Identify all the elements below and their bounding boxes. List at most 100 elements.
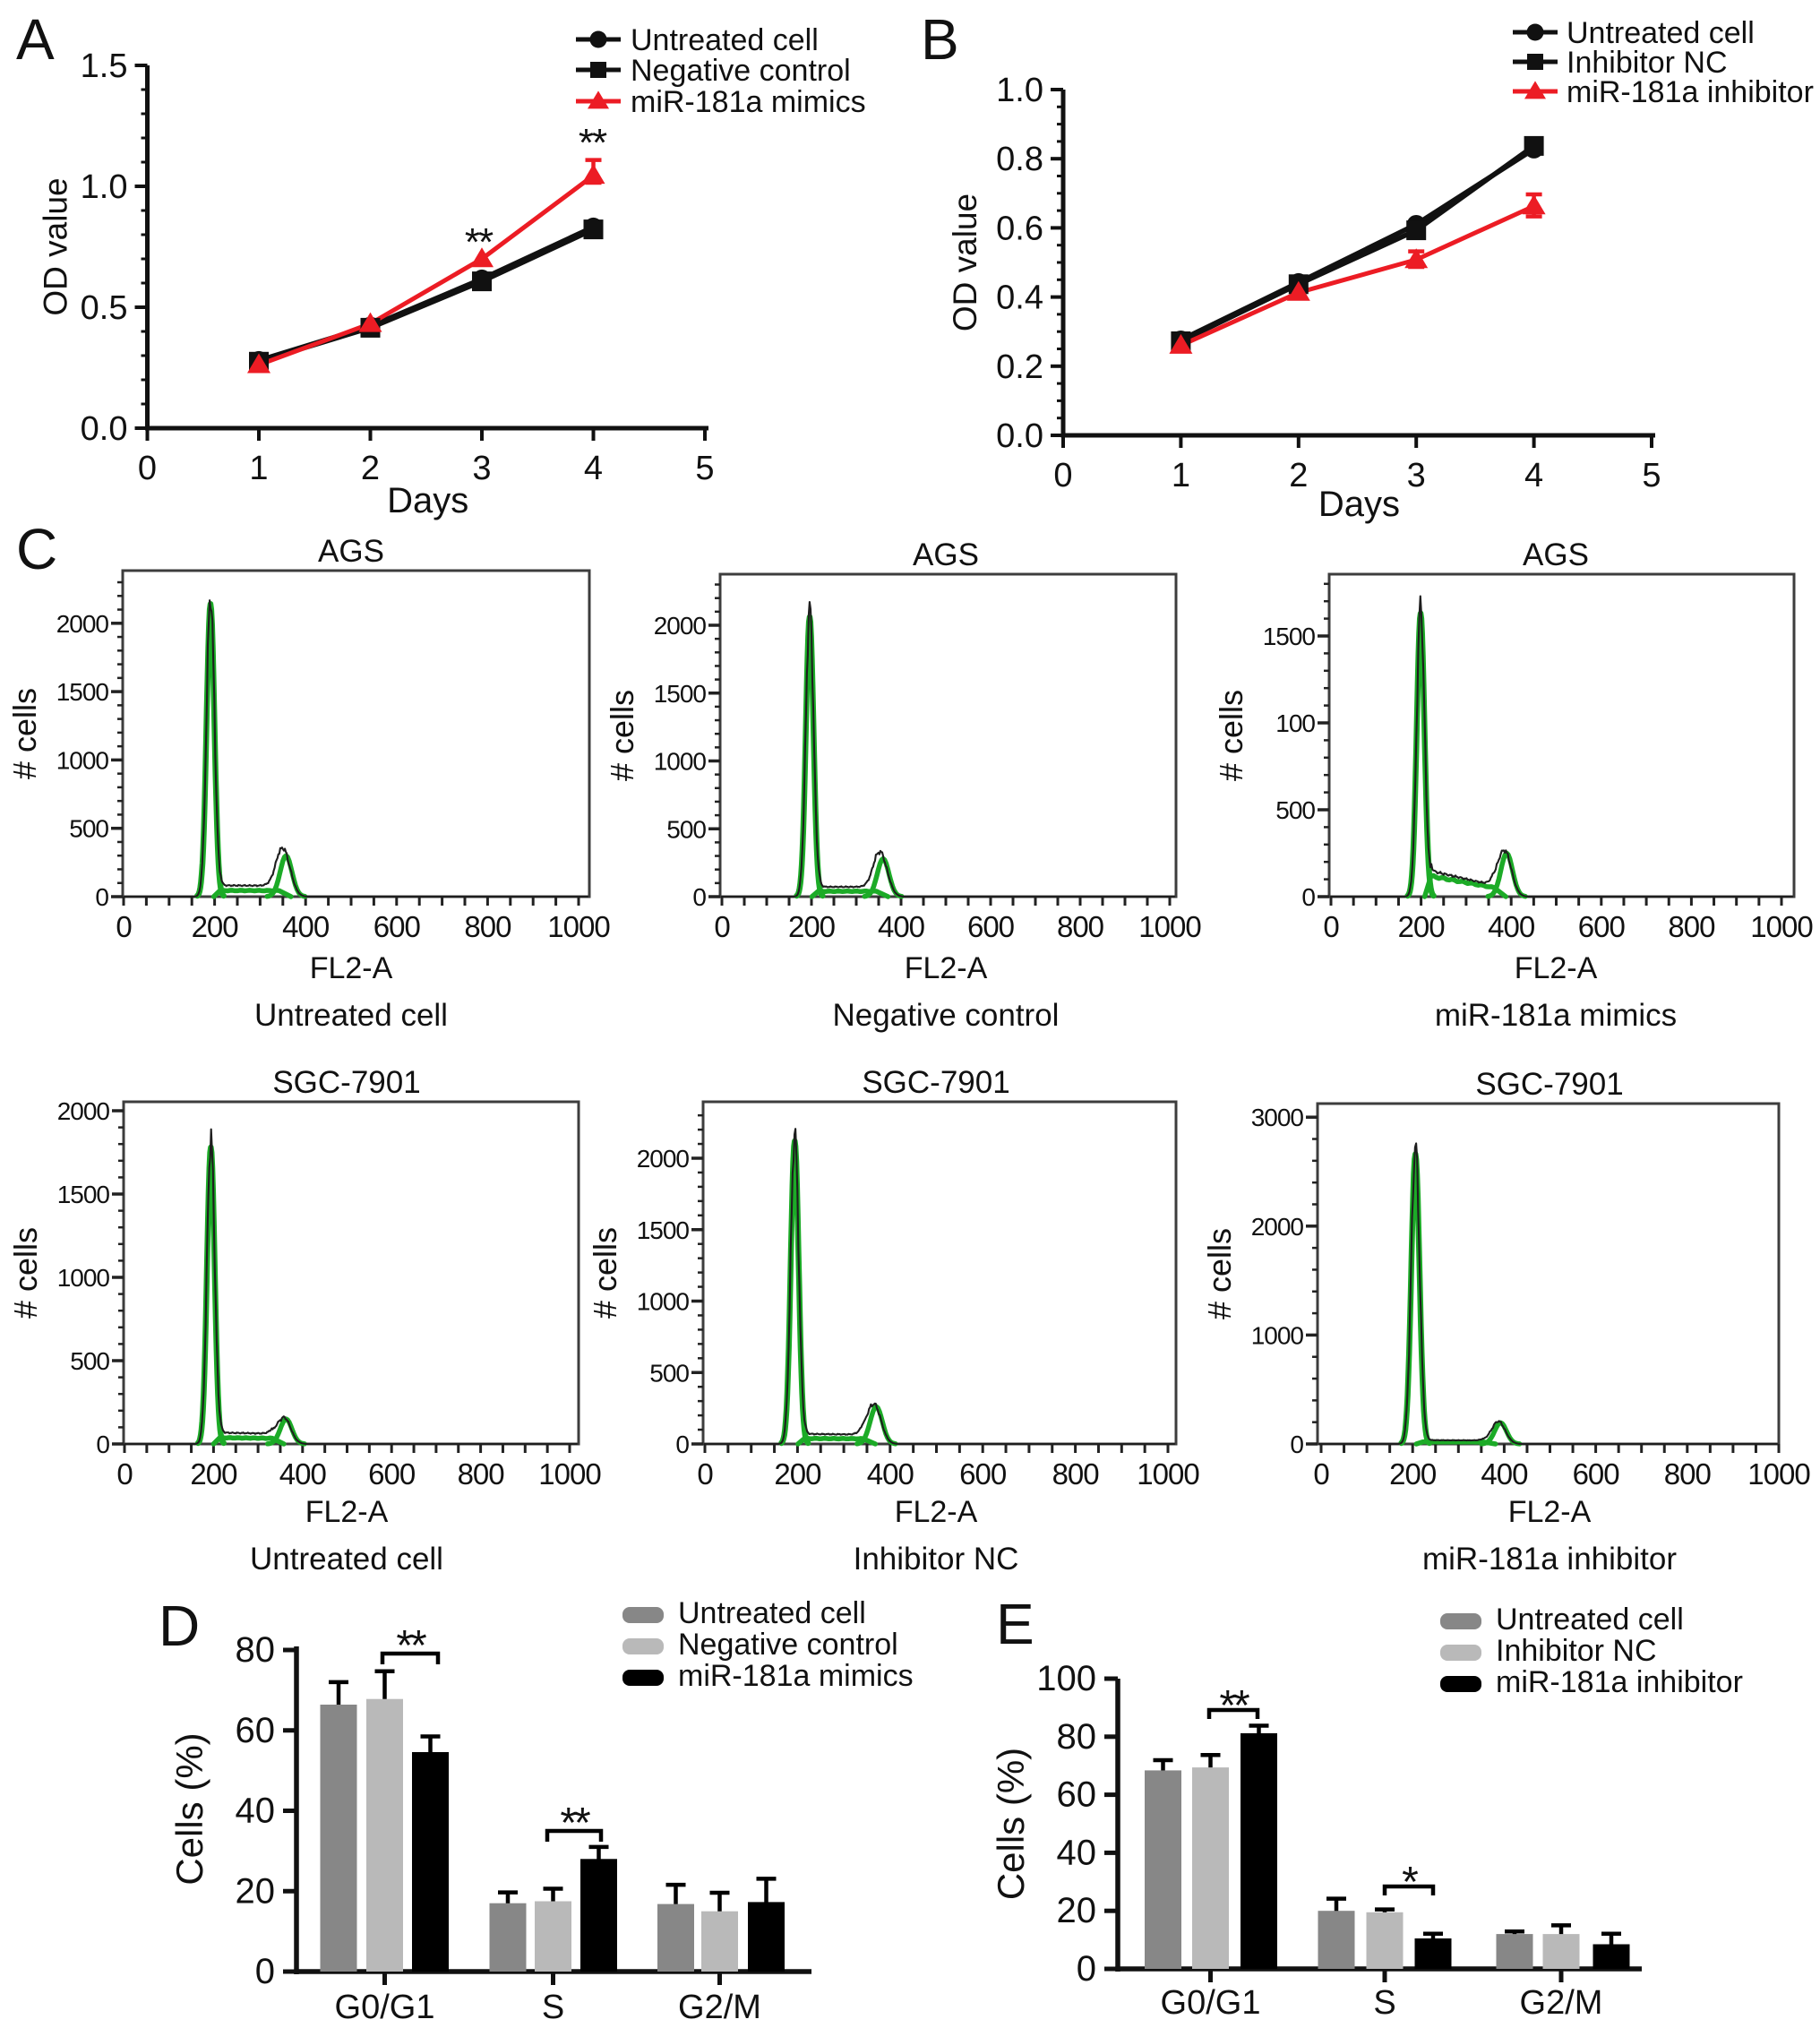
svg-text:500: 500 (649, 1359, 689, 1387)
svg-text:miR-181a inhibitor: miR-181a inhibitor (1422, 1542, 1677, 1577)
svg-text:FL2-A: FL2-A (895, 1495, 978, 1529)
svg-text:FL2-A: FL2-A (1515, 951, 1598, 985)
svg-text:400: 400 (1481, 1457, 1528, 1491)
svg-text:1000: 1000 (637, 1288, 690, 1316)
svg-text:AGS: AGS (913, 537, 979, 572)
svg-text:0: 0 (1313, 1457, 1329, 1491)
svg-text:1500: 1500 (56, 678, 109, 706)
svg-text:1500: 1500 (57, 1181, 110, 1208)
svg-text:0: 0 (1053, 457, 1072, 494)
svg-text:100: 100 (1036, 1659, 1096, 1698)
svg-text:500: 500 (1275, 796, 1315, 824)
svg-text:OD value: OD value (38, 177, 74, 315)
svg-text:4: 4 (1524, 457, 1543, 494)
svg-text:C: C (16, 517, 57, 581)
svg-text:800: 800 (464, 910, 511, 943)
svg-text:400: 400 (878, 910, 925, 943)
svg-text:Negative control: Negative control (833, 998, 1060, 1033)
svg-text:SGC-7901: SGC-7901 (1475, 1067, 1623, 1102)
svg-text:0: 0 (1301, 883, 1315, 911)
svg-text:G0/G1: G0/G1 (1161, 1984, 1261, 2022)
svg-text:SGC-7901: SGC-7901 (862, 1065, 1009, 1100)
svg-text:1000: 1000 (1750, 910, 1813, 943)
svg-text:1000: 1000 (654, 748, 707, 776)
svg-text:Inhibitor NC: Inhibitor NC (854, 1542, 1019, 1577)
svg-text:400: 400 (279, 1457, 327, 1491)
svg-text:G2/M: G2/M (678, 1989, 761, 2026)
svg-text:D: D (159, 1594, 200, 1658)
svg-text:5: 5 (695, 450, 714, 487)
svg-text:0: 0 (95, 883, 108, 911)
svg-text:1500: 1500 (654, 680, 707, 708)
svg-text:80: 80 (1057, 1717, 1097, 1757)
svg-text:200: 200 (192, 910, 239, 943)
svg-text:AGS: AGS (318, 534, 384, 569)
svg-text:Untreated cell: Untreated cell (678, 1596, 866, 1630)
svg-text:miR-181a inhibitor: miR-181a inhibitor (1567, 75, 1814, 109)
svg-text:3: 3 (1407, 457, 1426, 494)
svg-text:1000: 1000 (538, 1457, 601, 1491)
svg-text:20: 20 (1057, 1891, 1097, 1930)
svg-text:2000: 2000 (57, 1097, 110, 1125)
svg-text:1000: 1000 (1747, 1457, 1810, 1491)
svg-text:E: E (996, 1592, 1034, 1656)
svg-text:40: 40 (1057, 1833, 1097, 1872)
svg-text:2000: 2000 (637, 1145, 690, 1173)
svg-text:600: 600 (967, 910, 1015, 943)
svg-text:2: 2 (1289, 457, 1308, 494)
svg-text:40: 40 (236, 1792, 276, 1831)
svg-text:FL2-A: FL2-A (905, 951, 988, 985)
svg-text:800: 800 (1664, 1457, 1712, 1491)
svg-text:1500: 1500 (1263, 623, 1316, 650)
svg-text:1500: 1500 (637, 1216, 690, 1244)
svg-text:Negative control: Negative control (678, 1628, 898, 1662)
svg-text:200: 200 (1389, 1457, 1437, 1491)
svg-text:600: 600 (1578, 910, 1626, 943)
svg-text:1000: 1000 (57, 1264, 110, 1292)
svg-text:4: 4 (584, 450, 603, 487)
svg-text:0: 0 (1290, 1431, 1303, 1458)
svg-text:800: 800 (458, 1457, 505, 1491)
svg-text:800: 800 (1052, 1457, 1100, 1491)
svg-text:500: 500 (69, 815, 108, 843)
svg-text:0: 0 (1077, 1949, 1096, 1989)
svg-text:Cells (%): Cells (%) (990, 1748, 1032, 1900)
svg-text:**: ** (1219, 1682, 1249, 1730)
svg-text:*: * (1402, 1859, 1418, 1906)
svg-text:1.0: 1.0 (81, 168, 128, 206)
svg-text:0: 0 (116, 1457, 133, 1491)
svg-text:0.8: 0.8 (996, 141, 1043, 178)
svg-text:800: 800 (1668, 910, 1715, 943)
svg-text:Negative control: Negative control (631, 54, 851, 88)
svg-text:1000: 1000 (1137, 1457, 1199, 1491)
svg-text:FL2-A: FL2-A (310, 951, 393, 985)
svg-text:miR-181a mimics: miR-181a mimics (678, 1659, 914, 1693)
svg-text:Days: Days (1318, 485, 1400, 524)
svg-text:2000: 2000 (1251, 1213, 1304, 1241)
svg-text:1000: 1000 (56, 746, 109, 774)
svg-text:400: 400 (867, 1457, 914, 1491)
svg-text:2000: 2000 (654, 612, 707, 640)
svg-text:G2/M: G2/M (1520, 1984, 1603, 2022)
svg-text:1000: 1000 (1138, 910, 1201, 943)
svg-text:200: 200 (788, 910, 836, 943)
svg-text:AGS: AGS (1523, 537, 1589, 572)
svg-text:Days: Days (387, 481, 468, 520)
svg-text:600: 600 (373, 910, 421, 943)
svg-text:A: A (16, 7, 55, 72)
svg-text:# cells: # cells (1201, 1228, 1238, 1319)
svg-text:1.5: 1.5 (81, 47, 128, 85)
svg-text:200: 200 (190, 1457, 237, 1491)
svg-text:SGC-7901: SGC-7901 (272, 1065, 420, 1100)
svg-text:0: 0 (1323, 910, 1339, 943)
svg-text:1: 1 (249, 450, 268, 487)
svg-text:Untreated cell: Untreated cell (1567, 16, 1755, 50)
svg-text:3: 3 (472, 450, 491, 487)
svg-text:FL2-A: FL2-A (305, 1495, 389, 1529)
svg-text:0: 0 (255, 1952, 275, 1991)
svg-text:200: 200 (1398, 910, 1446, 943)
svg-text:0: 0 (697, 1457, 713, 1491)
svg-text:2: 2 (361, 450, 380, 487)
svg-text:1000: 1000 (1251, 1321, 1304, 1349)
svg-text:# cells: # cells (604, 690, 640, 781)
